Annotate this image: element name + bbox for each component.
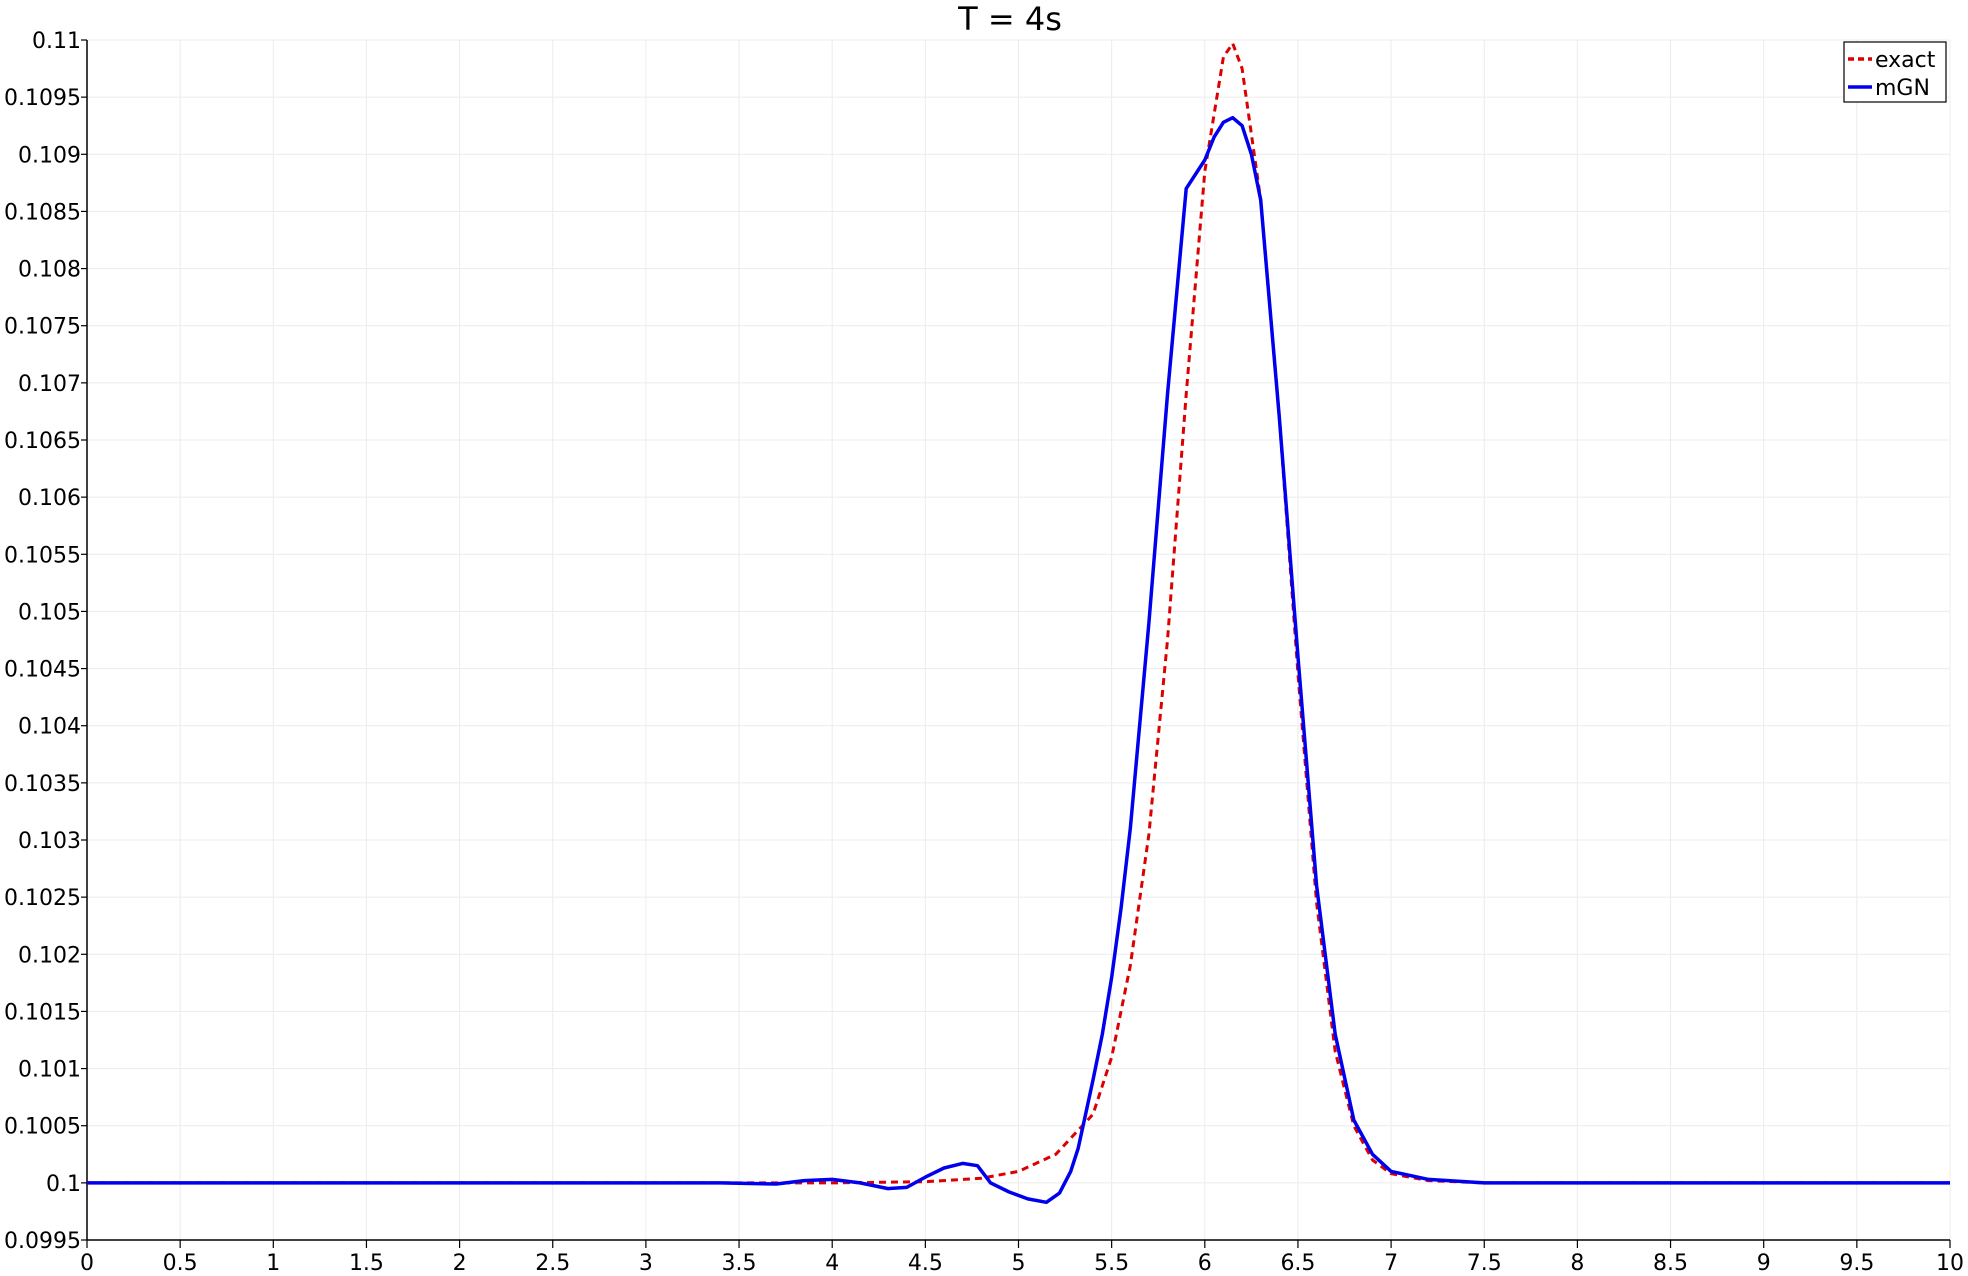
y-tick-label: 0.106 — [18, 486, 81, 511]
y-tick-label: 0.103 — [18, 829, 81, 854]
x-tick-label: 6.5 — [1280, 1251, 1315, 1276]
plot-area — [87, 41, 1950, 1205]
x-tick-label: 2 — [453, 1251, 467, 1276]
axes: 0 0.5 1 1.5 2 2.5 3 3.5 4 4.5 5 5.5 6 6.5 7 7.5 8 8.5 9 9.5… — [4, 29, 1964, 1276]
y-tick-label: 0.102 — [18, 943, 81, 968]
x-tick-label: 7.5 — [1467, 1251, 1502, 1276]
y-tick-label: 0.1045 — [4, 658, 81, 683]
x-tick-label: 7 — [1384, 1251, 1398, 1276]
legend-label-mgn: mGN — [1875, 76, 1930, 101]
x-tick-label: 9.5 — [1839, 1251, 1874, 1276]
x-tick-label: 0 — [80, 1251, 94, 1276]
legend-box — [1843, 41, 1947, 103]
y-tick-label: 0.11 — [32, 29, 81, 54]
x-tick-label: 9 — [1757, 1251, 1771, 1276]
chart-title: T = 4s — [957, 0, 1062, 38]
grid — [86, 39, 1951, 1241]
y-tick-label: 0.104 — [18, 715, 81, 740]
legend: exact mGN — [1843, 41, 1947, 103]
y-tick-label: 0.1065 — [4, 429, 81, 454]
y-tick-label: 0.1015 — [4, 1000, 81, 1025]
y-tick-label: 0.1055 — [4, 543, 81, 568]
x-tick-label: 4.5 — [908, 1251, 943, 1276]
y-tick-label: 0.1085 — [4, 200, 81, 225]
y-tick-label: 0.101 — [18, 1058, 81, 1083]
x-tick-label: 10 — [1936, 1251, 1964, 1276]
x-tick-label: 2.5 — [535, 1251, 570, 1276]
series-line-mgn — [87, 115, 1950, 1205]
x-tick-label: 8.5 — [1653, 1251, 1688, 1276]
x-tick-label: 4 — [825, 1251, 839, 1276]
y-tick-label: 0.1025 — [4, 886, 81, 911]
y-tick-label: 0.1005 — [4, 1115, 81, 1140]
x-tick-label: 5.5 — [1094, 1251, 1129, 1276]
x-tick-label: 1 — [266, 1251, 280, 1276]
x-tick-label: 5 — [1012, 1251, 1026, 1276]
y-tick-label: 0.105 — [18, 600, 81, 625]
x-tick-label: 1.5 — [349, 1251, 384, 1276]
y-tick-label: 0.109 — [18, 143, 81, 168]
y-tick-label: 0.107 — [18, 372, 81, 397]
x-tick-label: 3.5 — [722, 1251, 757, 1276]
x-tick-label: 0.5 — [163, 1251, 198, 1276]
x-tick-label: 6 — [1198, 1251, 1212, 1276]
y-tick-label: 0.1035 — [4, 772, 81, 797]
legend-label-exact: exact — [1875, 48, 1936, 73]
x-tick-label: 8 — [1570, 1251, 1584, 1276]
y-tick-label: 0.108 — [18, 258, 81, 283]
y-tick-label: 0.0995 — [4, 1229, 81, 1254]
x-tick-label: 3 — [639, 1251, 653, 1276]
y-tick-label: 0.1095 — [4, 86, 81, 111]
y-tick-label: 0.1 — [46, 1172, 81, 1197]
y-tick-label: 0.1075 — [4, 315, 81, 340]
